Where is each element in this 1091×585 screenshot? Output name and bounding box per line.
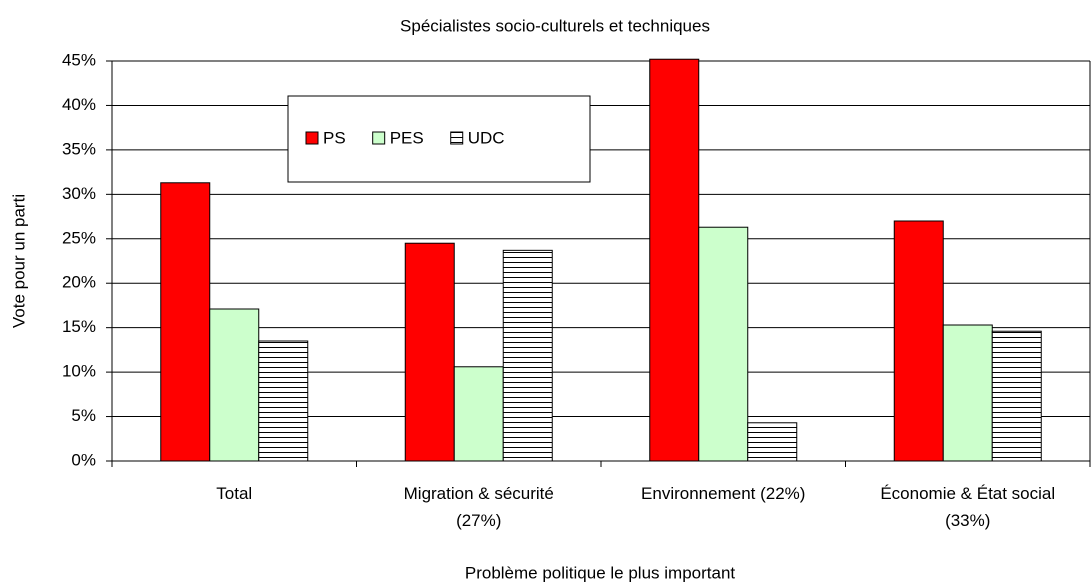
- legend-label: PS: [323, 128, 346, 147]
- y-axis-label: Vote pour un parti: [9, 194, 28, 328]
- x-tick-label: Migration & sécurité (27%): [403, 484, 554, 530]
- y-tick-label: 35%: [62, 139, 96, 158]
- y-tick-label: 10%: [62, 362, 96, 381]
- bar: [160, 182, 211, 462]
- y-tick-label: 40%: [62, 95, 96, 114]
- x-tick-label: Total: [216, 484, 253, 503]
- bar: [991, 330, 1042, 462]
- bar: [649, 58, 700, 462]
- bar: [893, 220, 944, 462]
- y-tick-label: 5%: [71, 406, 96, 425]
- legend-label: UDC: [468, 128, 505, 147]
- y-tick-label: 30%: [62, 184, 96, 203]
- chart-title: Spécialistes socio-culturels et techniqu…: [400, 16, 710, 35]
- legend-swatch: [305, 131, 319, 145]
- bar: [453, 366, 504, 462]
- bar: [747, 422, 798, 462]
- bar: [258, 340, 309, 462]
- x-tick-label: Économie & État social (33%): [880, 484, 1056, 530]
- legend-swatch: [450, 131, 464, 145]
- y-tick-label: 0%: [71, 450, 96, 469]
- y-tick-label: 45%: [62, 50, 96, 69]
- x-axis-label: Problème politique le plus important: [465, 563, 736, 582]
- bar: [209, 308, 260, 462]
- y-tick-label: 15%: [62, 317, 96, 336]
- legend: PS PES UDC: [287, 95, 591, 183]
- bar: [502, 249, 553, 462]
- bar: [404, 242, 455, 462]
- legend-swatch: [372, 131, 386, 145]
- x-tick-label: Environnement (22%): [641, 484, 806, 503]
- legend-label: PES: [390, 128, 424, 147]
- y-tick-label: 20%: [62, 273, 96, 292]
- y-tick-label: 25%: [62, 228, 96, 247]
- bar: [698, 226, 749, 462]
- bar: [942, 324, 993, 462]
- legend-box: [287, 95, 591, 183]
